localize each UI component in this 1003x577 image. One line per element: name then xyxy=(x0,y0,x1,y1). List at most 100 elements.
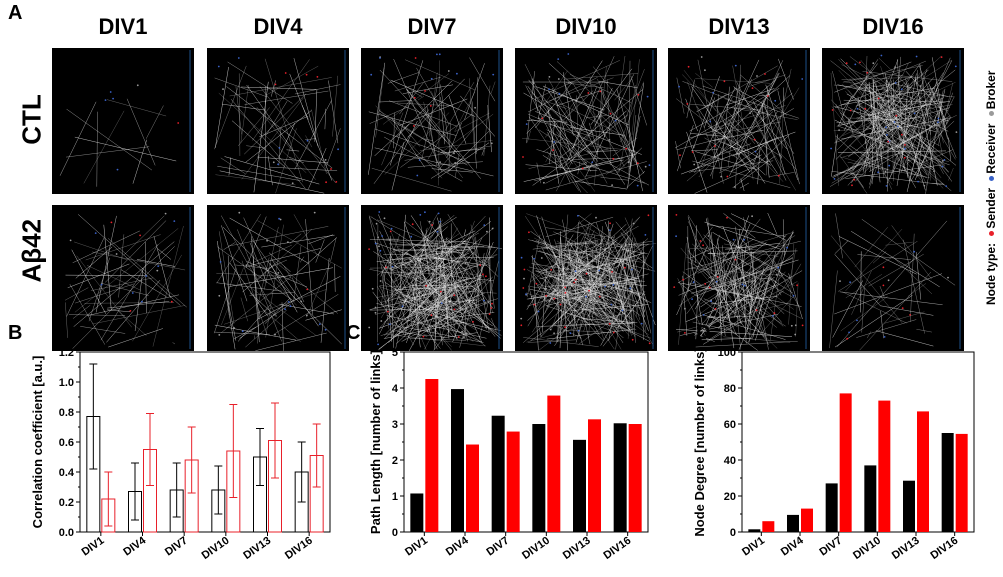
y-tick-label: 5 xyxy=(392,347,398,359)
bar-ctl-div16 xyxy=(613,423,627,532)
bar-abeta-div16 xyxy=(955,433,968,532)
bar-abeta-div4 xyxy=(466,444,479,532)
chart-b-correlation: 0.0 0.2 0.4 0.6 0.8 1.0 1.2 Correlation coeffic… xyxy=(30,347,331,562)
x-tick-label-div10: DIV10 xyxy=(200,535,232,562)
network-tile-a42-div16 xyxy=(822,205,964,351)
plot-frame xyxy=(403,351,649,533)
bar-abeta-div4 xyxy=(801,508,813,532)
x-tick-label-div1: DIV1 xyxy=(80,535,107,559)
bar-abeta-div10 xyxy=(547,395,561,532)
x-tick-label-div4: DIV4 xyxy=(444,534,472,558)
x-tick-label-div7: DIV7 xyxy=(817,535,844,559)
y-tick-label: 0.8 xyxy=(59,407,74,419)
legend-item-broker: Broker xyxy=(984,71,998,117)
bar-abeta-div1 xyxy=(425,379,439,532)
plot-frame xyxy=(79,351,331,533)
panel-d-letter: D xyxy=(696,322,711,344)
y-tick-label: 0.0 xyxy=(59,527,74,539)
y-tick-label: 20 xyxy=(724,491,736,503)
bar-ctl-div7 xyxy=(825,483,838,532)
panel-b-letter: B xyxy=(8,322,23,344)
bar-ctl-div7 xyxy=(491,415,505,532)
x-tick-label-div16: DIV16 xyxy=(928,535,960,562)
x-tick-label-div1: DIV1 xyxy=(403,535,430,559)
network-tile-ctl-div16 xyxy=(822,48,964,194)
column-header-div10: DIV10 xyxy=(555,14,617,39)
y-tick-label: 1.0 xyxy=(59,377,74,389)
x-tick-label-div13: DIV13 xyxy=(890,535,922,562)
node-type-legend: Node type: Sender Receiver Broker xyxy=(984,67,998,305)
bar-abeta-div10 xyxy=(878,400,891,532)
network-tile-ctl-div10 xyxy=(515,48,657,194)
bar-ctl-div10 xyxy=(864,465,877,532)
column-header-div1: DIV1 xyxy=(98,14,148,39)
network-tile-a42-div1 xyxy=(52,205,194,351)
plot-frame xyxy=(741,351,975,533)
bar-abeta-div1 xyxy=(762,521,775,532)
network-tile-a42-div10 xyxy=(515,205,657,351)
network-tile-ctl-div13 xyxy=(668,48,810,194)
y-tick-label: 0 xyxy=(392,527,398,539)
bar-ctl-div4 xyxy=(787,514,799,532)
bar-ctl-div1 xyxy=(748,529,761,532)
bar-abeta-div13 xyxy=(588,419,601,532)
y-tick-label: 2 xyxy=(392,455,398,467)
chart-c-path-length: 0 1 2 3 4 5 Path Length [number of links] DIV1 D… xyxy=(368,347,649,562)
x-tick-label-div7: DIV7 xyxy=(163,535,190,559)
x-tick-label-div7: DIV7 xyxy=(484,535,511,559)
network-tile-ctl-div4 xyxy=(207,48,349,194)
row-label-ctl: CTL xyxy=(16,94,47,145)
bar-ctl-div13 xyxy=(573,439,586,532)
y-tick-label: 1.2 xyxy=(59,347,74,359)
y-tick-label: 4 xyxy=(392,383,399,395)
y-tick-label: 1 xyxy=(392,491,398,503)
network-tile-ctl-div1 xyxy=(52,48,194,194)
column-header-div16: DIV16 xyxy=(862,14,924,39)
x-tick-label-div1: DIV1 xyxy=(740,535,767,559)
y-tick-label: 80 xyxy=(724,383,736,395)
y-tick-label: 40 xyxy=(724,455,736,467)
column-header-div7: DIV7 xyxy=(407,14,457,39)
legend-item-sender: Sender xyxy=(984,188,998,236)
y-tick-label: 0 xyxy=(730,527,736,539)
x-tick-label-div16: DIV16 xyxy=(601,535,633,562)
legend-item-receiver: Receiver xyxy=(984,124,998,181)
bar-ctl-div1 xyxy=(410,493,424,532)
bar-abeta-div7 xyxy=(839,393,852,532)
network-tile-a42-div13 xyxy=(668,205,810,351)
broker-dot-icon xyxy=(989,111,995,117)
x-tick-label-div4: DIV4 xyxy=(121,534,149,558)
y-axis-label: Correlation coefficient [a.u.] xyxy=(30,356,45,529)
x-tick-label-div16: DIV16 xyxy=(283,535,315,562)
row-label-abeta42: Aβ42 xyxy=(16,218,47,283)
chart-d-node-degree: 0 20 40 60 80 100 Node Degree [number of links… xyxy=(692,347,975,562)
y-tick-label: 100 xyxy=(718,347,736,359)
legend-prefix: Node type: xyxy=(984,242,998,305)
sender-dot-icon xyxy=(989,230,995,236)
y-tick-label: 60 xyxy=(724,419,736,431)
x-tick-label-div10: DIV10 xyxy=(520,535,552,562)
panel-c-letter: C xyxy=(346,322,361,344)
network-tile-a42-div7 xyxy=(361,205,503,351)
bar-ctl-div4 xyxy=(451,389,464,532)
y-axis-label: Path Length [number of links] xyxy=(368,350,383,534)
bar-abeta-div13 xyxy=(917,411,929,532)
panel-a-letter: A xyxy=(8,2,23,24)
x-tick-label-div13: DIV13 xyxy=(561,535,593,562)
y-axis-label: Node Degree [number of links] xyxy=(692,347,707,536)
x-tick-label-div10: DIV10 xyxy=(851,535,883,562)
receiver-dot-icon xyxy=(989,175,995,181)
y-tick-label: 3 xyxy=(392,419,398,431)
x-tick-label-div13: DIV13 xyxy=(241,535,273,562)
bar-ctl-div10 xyxy=(532,424,546,532)
y-tick-label: 0.4 xyxy=(59,467,75,479)
bar-ctl-div16 xyxy=(941,433,954,532)
bar-abeta-div16 xyxy=(628,424,642,532)
column-header-div13: DIV13 xyxy=(708,14,770,39)
bar-ctl-div13 xyxy=(903,480,915,532)
y-tick-label: 0.6 xyxy=(59,437,74,449)
network-tile-a42-div4 xyxy=(207,205,349,351)
column-header-div4: DIV4 xyxy=(253,14,303,39)
bar-abeta-div7 xyxy=(506,431,520,532)
x-tick-label-div4: DIV4 xyxy=(779,534,807,558)
